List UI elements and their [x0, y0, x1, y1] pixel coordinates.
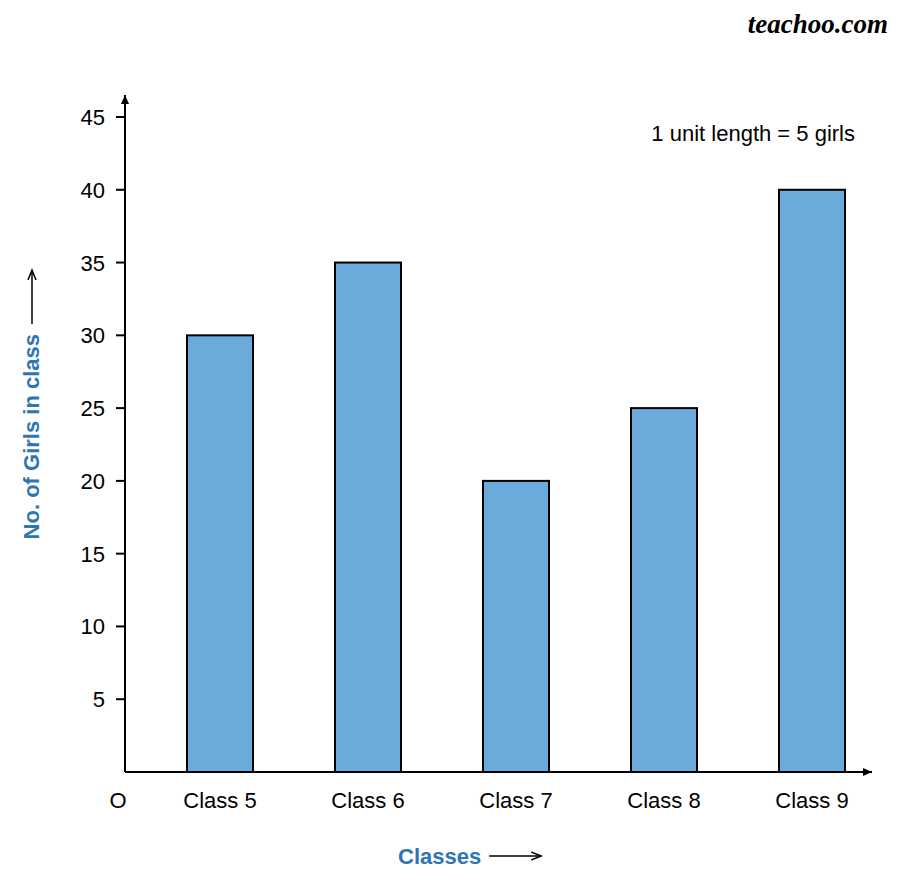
y-tick-label: 20 — [81, 469, 105, 494]
x-axis — [125, 771, 872, 773]
bar — [483, 481, 549, 772]
x-axis-label-arrow — [489, 855, 541, 857]
y-tick — [116, 262, 125, 264]
y-tick — [116, 625, 125, 627]
y-tick-label: 10 — [81, 614, 105, 639]
y-tick — [116, 407, 125, 409]
y-tick-label: 35 — [81, 251, 105, 276]
y-tick — [116, 116, 125, 118]
y-tick — [116, 553, 125, 555]
bar — [631, 408, 697, 772]
y-tick-label: 25 — [81, 396, 105, 421]
x-tick-label: Class 8 — [627, 788, 700, 813]
annotation: 1 unit length = 5 girls — [651, 121, 855, 146]
chart: 5 10 15 20 25 30 35 40 45 Class 5 Class 6 Class 7 Cl… — [0, 0, 900, 890]
origin-label: O — [109, 788, 126, 813]
bars — [187, 190, 845, 772]
y-tick-label: 45 — [81, 105, 105, 130]
bar — [187, 335, 253, 772]
y-tick-label: 5 — [93, 687, 105, 712]
x-tick-label: Class 7 — [479, 788, 552, 813]
x-tick-label: Class 5 — [183, 788, 256, 813]
y-axis-label-arrow — [31, 270, 33, 324]
y-tick — [116, 189, 125, 191]
y-tick-label: 40 — [81, 178, 105, 203]
y-tick-label: 15 — [81, 542, 105, 567]
watermark: teachoo.com — [748, 9, 888, 39]
x-tick-label: Class 6 — [331, 788, 404, 813]
bar — [335, 263, 401, 772]
y-tick-label: 30 — [81, 323, 105, 348]
y-tick — [116, 334, 125, 336]
x-tick-label: Class 9 — [775, 788, 848, 813]
bar — [779, 190, 845, 772]
y-axis-label: No. of Girls in class — [19, 334, 44, 539]
y-tick — [116, 480, 125, 482]
x-axis-label: Classes — [398, 844, 481, 869]
y-axis — [124, 95, 126, 772]
y-tick — [116, 698, 125, 700]
